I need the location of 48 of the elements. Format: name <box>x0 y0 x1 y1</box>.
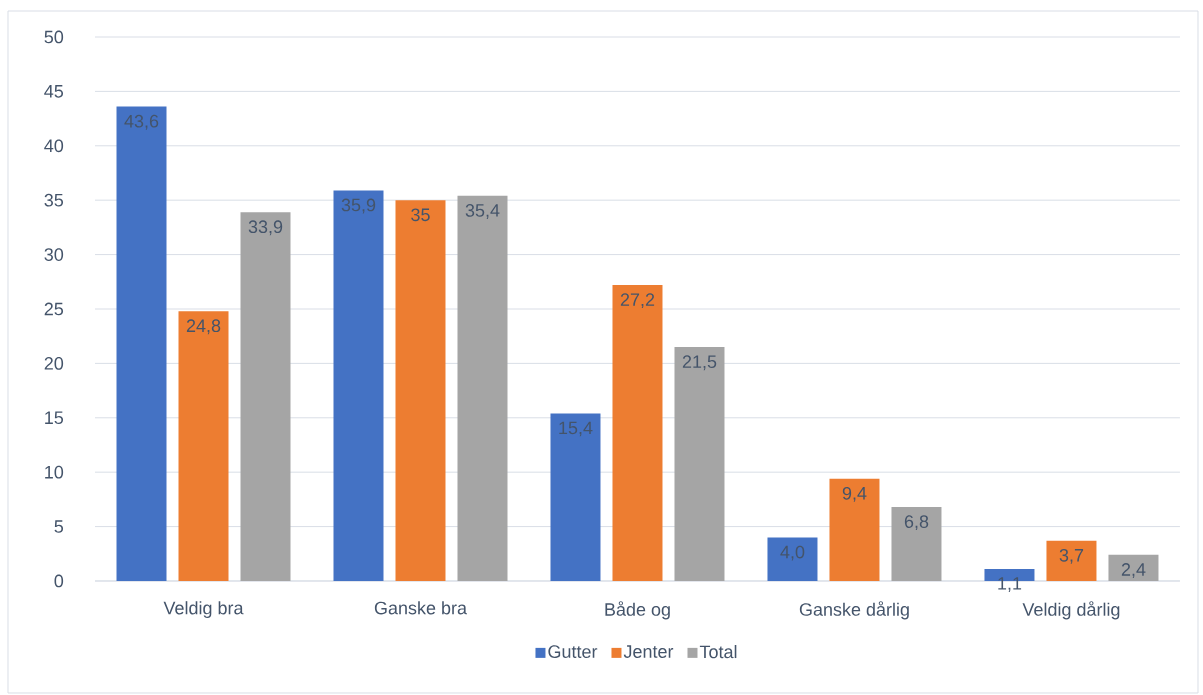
bar <box>178 311 229 581</box>
data-label: 4,0 <box>780 545 805 561</box>
data-label: 2,4 <box>1121 563 1146 578</box>
data-label: 15,4 <box>559 421 593 437</box>
x-tick-label: Både og <box>605 601 670 620</box>
data-label: 43,6 <box>124 114 159 130</box>
bar <box>1108 554 1159 581</box>
bar <box>550 413 601 581</box>
data-label: 1,1 <box>998 577 1022 592</box>
bar <box>333 190 384 581</box>
bar <box>395 200 446 581</box>
data-label: 33,9 <box>248 220 283 236</box>
data-label: 21,5 <box>682 355 717 371</box>
data-label: 6,8 <box>904 515 929 531</box>
data-label: 3,7 <box>1059 548 1084 564</box>
legend-label: Total <box>699 645 737 659</box>
bar <box>457 195 508 581</box>
data-label: 9,4 <box>842 486 867 502</box>
y-tick-label: 30 <box>44 248 64 261</box>
y-tick-label: 45 <box>44 85 64 98</box>
x-tick-label: Ganske bra <box>374 601 467 615</box>
y-tick-label: 5 <box>54 520 64 533</box>
legend-label: Gutter <box>548 645 598 658</box>
y-tick-label: 35 <box>44 193 64 207</box>
bar <box>829 478 880 581</box>
x-tick-label: Veldig dårlig <box>1022 601 1120 620</box>
y-tick-label: 0 <box>54 574 64 588</box>
bar <box>116 106 167 581</box>
bar <box>891 507 942 581</box>
bar <box>240 212 291 581</box>
data-label: 24,8 <box>186 319 221 335</box>
data-label: 35,9 <box>341 198 376 214</box>
legend-label: Jenter <box>623 645 674 658</box>
data-label: 27,2 <box>620 293 655 309</box>
y-tick-label: 40 <box>44 139 64 153</box>
y-tick-label: 50 <box>44 30 64 44</box>
data-label: 35 <box>411 208 430 222</box>
x-tick-label: Veldig bra <box>163 601 244 618</box>
y-tick-label: 20 <box>44 357 64 370</box>
bar <box>767 537 818 581</box>
data-label: 35,4 <box>465 204 500 219</box>
bar <box>674 347 725 581</box>
y-tick-label: 15 <box>45 411 64 425</box>
bar <box>1046 540 1097 581</box>
y-tick-label: 10 <box>45 465 64 479</box>
y-tick-label: 25 <box>44 302 64 316</box>
bar <box>612 285 663 581</box>
x-tick-label: Ganske dårlig <box>799 601 909 620</box>
